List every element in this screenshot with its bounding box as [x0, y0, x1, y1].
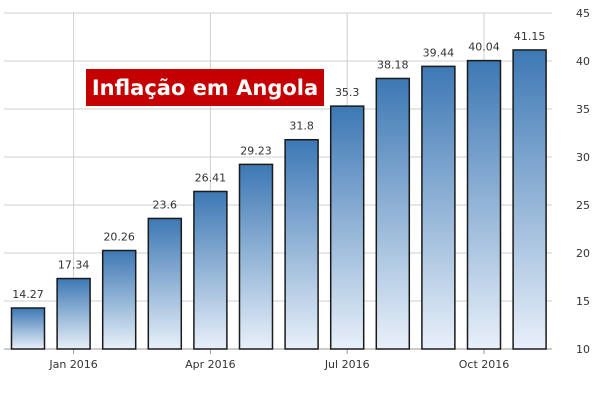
- x-axis-ticks: Jan 2016 Apr 2016 Jul 2016 Oct 2016: [48, 349, 509, 371]
- y-tick-label: 45: [576, 7, 590, 20]
- bar: [147, 217, 183, 350]
- x-tick-label: Oct 2016: [459, 358, 510, 371]
- y-tick-label: 30: [576, 151, 590, 164]
- bar-value-label: 39.44: [423, 46, 455, 59]
- bar-value-label: 23.6: [153, 198, 178, 211]
- bar-value-label: 40.04: [468, 41, 500, 54]
- y-tick-label: 40: [576, 55, 590, 68]
- y-axis-ticks: 10 15 20 25 30 35 40 45: [576, 7, 590, 356]
- x-tick-label: Jul 2016: [324, 358, 370, 371]
- bars: [10, 49, 547, 350]
- data-labels: 14.27 17.34 20.26 23.6 26.41 29.23 31.8 35.3 38.…: [12, 30, 545, 301]
- bar-value-label: 38.18: [377, 58, 409, 71]
- bar: [101, 249, 137, 350]
- y-tick-label: 15: [576, 295, 590, 308]
- bar-value-label: 17.34: [58, 259, 90, 272]
- y-tick-label: 20: [576, 247, 590, 260]
- bar: [421, 65, 456, 350]
- bar: [238, 163, 274, 350]
- bar: [512, 49, 547, 350]
- bar-value-label: 29.23: [240, 144, 272, 157]
- chart-title: Inflação em Angola: [86, 69, 324, 106]
- bar-value-label: 14.27: [12, 288, 44, 301]
- x-tick-label: Jan 2016: [48, 358, 97, 371]
- bar: [284, 138, 319, 350]
- x-tick-label: Apr 2016: [185, 358, 236, 371]
- bar: [375, 77, 411, 350]
- bar: [466, 59, 502, 350]
- y-tick-label: 35: [576, 103, 590, 116]
- bar-value-label: 26.41: [195, 171, 227, 184]
- bar: [10, 307, 46, 350]
- bar: [329, 105, 365, 350]
- bar-value-label: 41.15: [514, 30, 546, 43]
- y-tick-label: 25: [576, 199, 590, 212]
- bar-value-label: 31.8: [289, 120, 314, 133]
- bar: [56, 277, 91, 350]
- y-tick-label: 10: [576, 343, 590, 356]
- bar-value-label: 35.3: [335, 86, 360, 99]
- bar-value-label: 20.26: [103, 231, 135, 244]
- bar: [193, 190, 228, 350]
